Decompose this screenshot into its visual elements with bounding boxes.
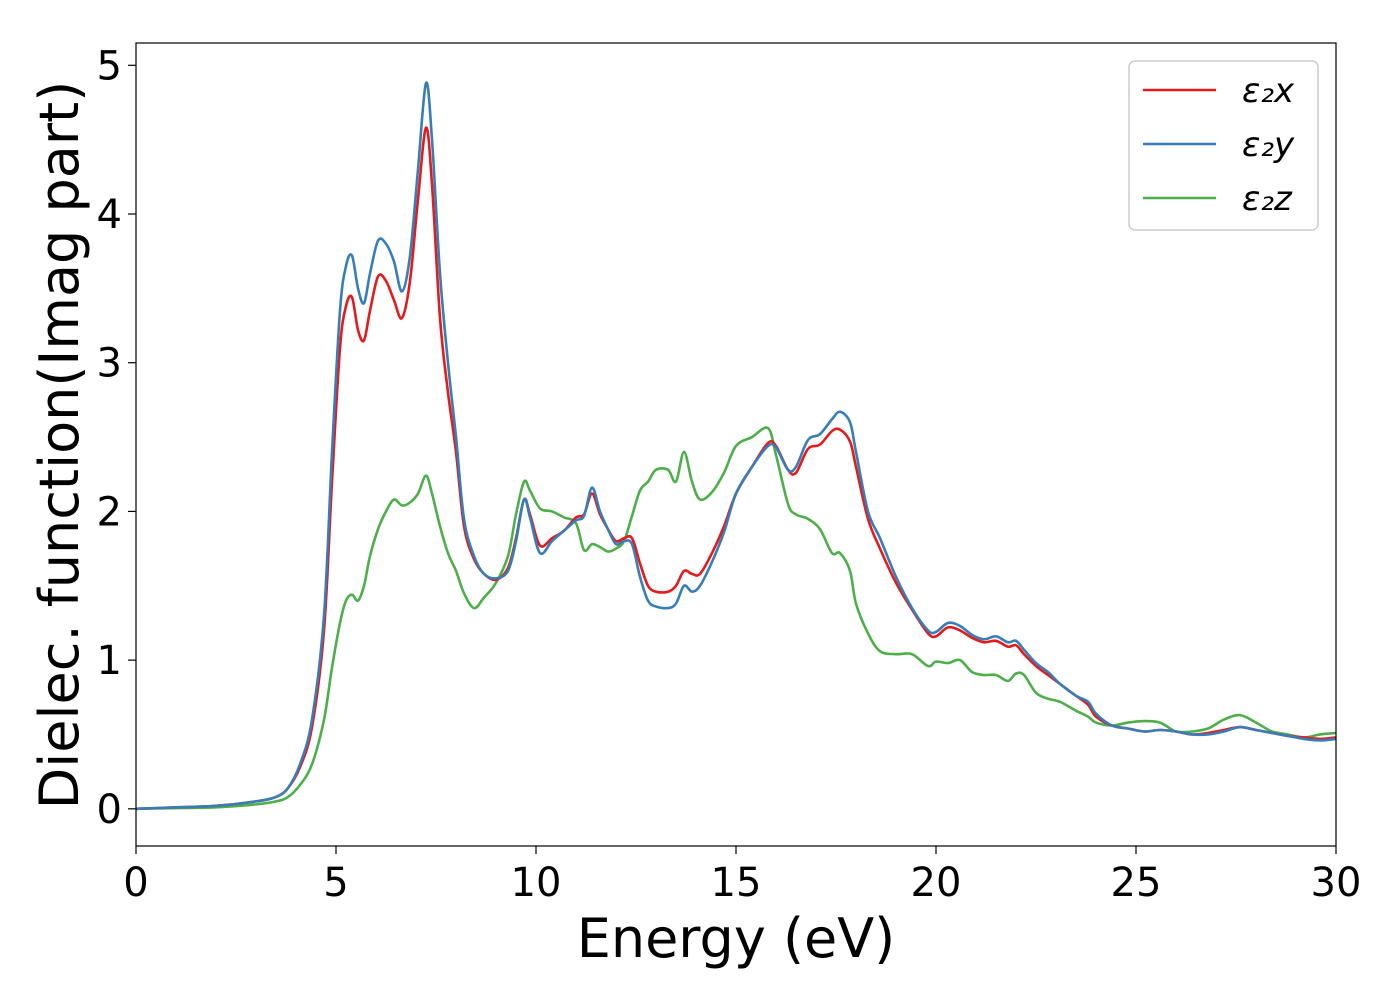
y-tick-label: 2 <box>97 489 122 535</box>
legend-label-2: ε₂y <box>1242 125 1295 165</box>
y-tick-label: 5 <box>97 43 122 89</box>
y-tick-label: 4 <box>97 192 122 238</box>
legend: ε₂x ε₂y ε₂z <box>1128 60 1319 231</box>
y-axis-ticks: 0 1 2 3 4 5 <box>97 43 136 833</box>
x-tick-label: 5 <box>323 860 348 906</box>
x-axis-ticks: 0 5 10 15 20 25 30 <box>123 846 1361 906</box>
series-line-2 <box>135 81 1337 811</box>
x-tick-label: 20 <box>911 860 962 906</box>
y-tick-label: 0 <box>97 787 122 833</box>
x-axis-label: Energy (eV) <box>577 907 896 970</box>
legend-label-3: ε₂z <box>1242 179 1293 219</box>
x-tick-label: 30 <box>1311 860 1362 906</box>
series-lines <box>135 81 1337 811</box>
x-tick-label: 15 <box>711 860 762 906</box>
x-tick-label: 25 <box>1111 860 1162 906</box>
y-tick-label: 3 <box>97 341 122 387</box>
y-axis-label: Dielec. function(Imag part) <box>28 81 91 810</box>
legend-box <box>1128 60 1319 231</box>
legend-label-1: ε₂x <box>1242 71 1295 111</box>
x-tick-label: 10 <box>511 860 562 906</box>
y-tick-label: 1 <box>97 638 122 684</box>
x-tick-label: 0 <box>123 860 148 906</box>
series-line-3 <box>135 426 1337 811</box>
